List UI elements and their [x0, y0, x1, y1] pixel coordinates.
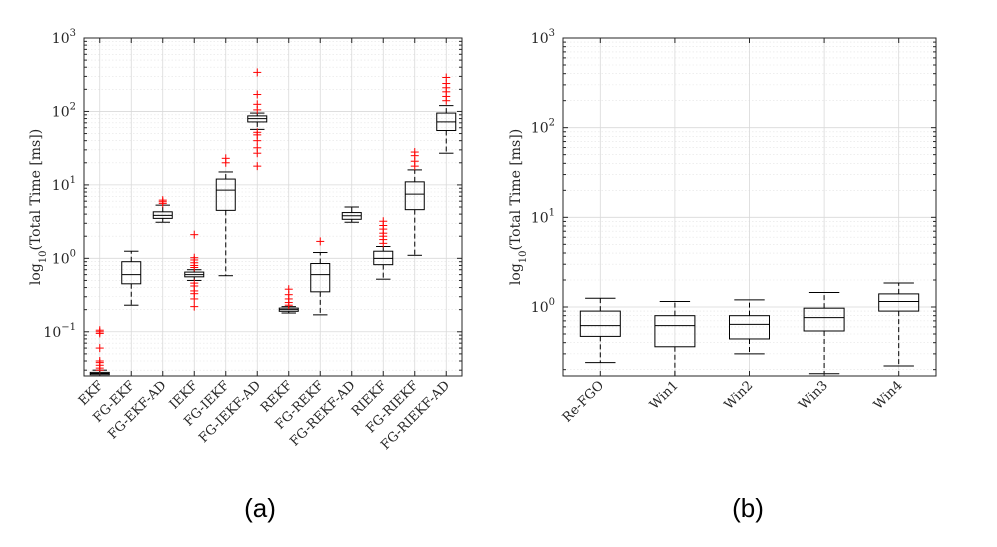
outlier-marker: [190, 253, 199, 262]
outlier-marker: [316, 237, 325, 246]
y-tick-label: 100: [52, 248, 76, 267]
y-tick-label: 102: [531, 118, 555, 137]
outlier-marker: [253, 162, 262, 171]
y-tick-label: 103: [531, 28, 555, 47]
panel-b-y-axis-label: log10(Total Time [ms]): [508, 129, 529, 285]
box-FG-IEKF-AD: [247, 68, 268, 171]
panel-b-boxes: [579, 282, 920, 377]
box-iqr: [310, 263, 331, 293]
box-Win4: [878, 282, 920, 367]
outlier-marker: [442, 73, 451, 82]
outlier-marker: [221, 154, 230, 163]
box-iqr: [729, 315, 770, 340]
box-Win1: [654, 301, 696, 377]
box-Re-FGO: [579, 297, 621, 364]
outlier-marker: [410, 148, 419, 157]
box-iqr: [404, 181, 425, 211]
panel-b-y-tick-labels: 100 101 102 103: [531, 28, 555, 316]
box-REKF: [278, 285, 299, 314]
panel-a-ticks: [84, 38, 462, 376]
panel-a-y-axis-label: log10(Total Time [ms]): [28, 129, 49, 285]
outlier-marker: [253, 143, 262, 152]
box-FG-REKF: [310, 237, 331, 316]
y-tick-label: 102: [52, 101, 76, 120]
box-iqr: [803, 307, 845, 332]
box-iqr: [579, 310, 621, 337]
outlier-marker: [253, 90, 262, 99]
outlier-marker: [190, 279, 199, 288]
panel-a-grid: [84, 37, 462, 376]
y-tick-label: 103: [52, 28, 76, 47]
outlier-marker: [253, 128, 262, 137]
panel-b-label: (b): [732, 493, 764, 523]
outlier-marker: [190, 230, 199, 239]
panel-a-y-tick-labels: 10−1 100 101 102 103: [43, 28, 76, 341]
outlier-marker: [253, 100, 262, 109]
box-FG-RIEKF: [404, 148, 425, 256]
box-iqr: [121, 261, 142, 285]
outlier-marker: [158, 196, 167, 205]
outlier-marker: [379, 217, 388, 226]
box-FG-RIEKF-AD: [436, 73, 457, 154]
panel-a-label: (a): [244, 493, 276, 523]
box-FG-IEKF: [215, 154, 236, 277]
box-iqr: [215, 178, 236, 211]
panel-a-boxes: [89, 68, 457, 377]
outlier-marker: [253, 68, 262, 77]
box-Win2: [729, 299, 770, 355]
box-FG-EKF: [121, 250, 142, 306]
y-tick-label: 10−1: [43, 322, 76, 341]
y-tick-label: 101: [52, 175, 76, 194]
outlier-marker: [95, 326, 104, 335]
outlier-marker: [95, 344, 104, 353]
y-tick-label: 101: [531, 207, 555, 226]
box-RIEKF: [373, 217, 394, 280]
box-iqr: [654, 315, 696, 348]
outlier-marker: [95, 357, 104, 366]
box-IEKF: [184, 230, 205, 311]
y-tick-label: 100: [531, 297, 555, 316]
outlier-marker: [190, 302, 199, 311]
box-iqr: [878, 293, 920, 312]
panel-b-ticks: [563, 38, 936, 376]
box-FG-REKF-AD: [341, 206, 362, 223]
box-FG-EKF-AD: [152, 196, 173, 223]
outlier-marker: [284, 285, 293, 294]
